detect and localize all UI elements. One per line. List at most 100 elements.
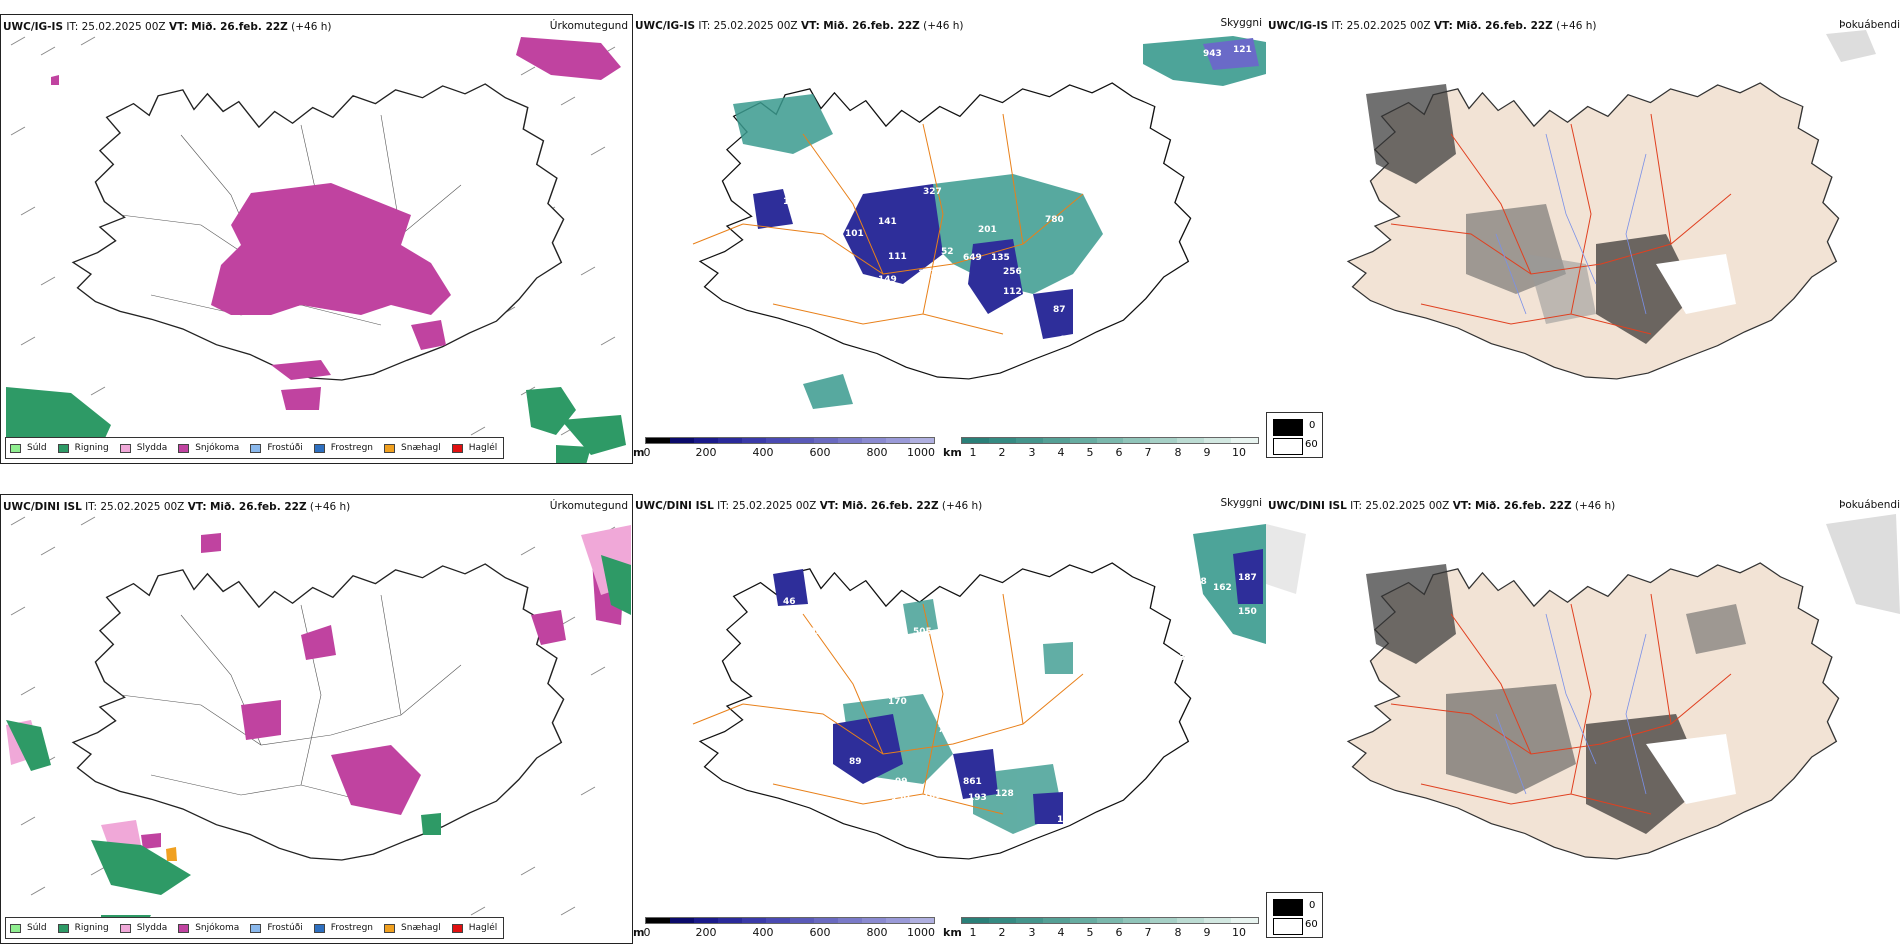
legend-label: Súld xyxy=(27,443,47,453)
colorbar-tick: 7 xyxy=(1144,446,1152,459)
ceiling-label: 129 xyxy=(843,269,862,279)
legend-label: Frostúði xyxy=(267,443,303,453)
colorbar-unit: km xyxy=(943,446,962,459)
ceiling-label: 111 xyxy=(888,252,907,262)
ceiling-vis-map-top: 943 121 327 141 101 201 780 52 111 649 1… xyxy=(692,36,1266,409)
ceiling-label: 141 xyxy=(878,217,897,227)
precip-type-map-bottom xyxy=(6,516,631,935)
ceiling-areas xyxy=(753,184,1073,339)
ceiling-label: 780 xyxy=(1045,215,1064,225)
ceiling-label: 52 xyxy=(741,809,754,819)
fog-legend-label: 60 xyxy=(1305,919,1318,930)
panel-subtitle-bottom-1: Úrkomutegund xyxy=(549,500,628,512)
panel-title-top-3: UWC/IG-IS IT: 25.02.2025 00Z VT: Mið. 26… xyxy=(1268,20,1597,32)
ceiling-label: 97 xyxy=(1013,305,1026,315)
ceiling-label: 16 xyxy=(783,197,796,207)
legend-label: Snæhagl xyxy=(401,443,441,453)
rivers xyxy=(1495,133,1647,315)
legend-swatch xyxy=(451,443,463,453)
ceiling-label: 149 xyxy=(878,275,897,285)
ceiling-label: 95 xyxy=(929,381,942,391)
legend-item: Súld xyxy=(10,443,47,453)
ceiling-label: 649 xyxy=(963,253,982,263)
colorbar-tick: 1000 xyxy=(907,926,935,939)
panel-title-bottom-1: UWC/DINI ISL IT: 25.02.2025 00Z VT: Mið.… xyxy=(3,501,351,513)
fog-legend-top: 0 60 xyxy=(1266,412,1323,458)
legend-item: Rigning xyxy=(57,923,109,933)
legend-item: Rigning xyxy=(57,443,109,453)
colorbar-tick: 5 xyxy=(1086,446,1094,459)
legend-swatch xyxy=(250,443,262,453)
ceiling-label: 10 xyxy=(809,182,822,192)
ceiling-label: 193 xyxy=(968,793,987,803)
ceiling-label: 948 xyxy=(1188,577,1207,587)
legend-item: Frostúði xyxy=(250,443,303,453)
visibility-areas xyxy=(733,94,1103,409)
panel-subtitle-top-3: Þokuábendi xyxy=(1839,19,1900,31)
ceiling-vis-panel-top: 943 121 327 141 101 201 780 52 111 649 1… xyxy=(633,14,1266,464)
ceiling-colorbar-bottom: m 0 200 400 600 800 1000 xyxy=(633,917,938,943)
colorbar-tick: 2 xyxy=(998,446,1006,459)
ceiling-label: 89 xyxy=(849,757,862,767)
colorbar-strip xyxy=(645,917,935,924)
colorbar-tick: 6 xyxy=(1115,446,1123,459)
ceiling-label: 33 xyxy=(936,835,949,845)
fog-legend-label: 0 xyxy=(1309,900,1316,911)
ceiling-label: 52 xyxy=(941,247,954,257)
ceiling-label: 162 xyxy=(1213,583,1232,593)
legend-swatch xyxy=(119,443,131,453)
colorbar-tick: 9 xyxy=(1203,926,1211,939)
ceiling-label: 103 xyxy=(803,627,822,637)
ceiling-label: 101 xyxy=(845,229,864,239)
ceiling-label: 327 xyxy=(923,187,942,197)
legend-label: Haglél xyxy=(468,443,498,453)
panel-title-bottom-2: UWC/DINI ISL IT: 25.02.2025 00Z VT: Mið.… xyxy=(635,500,983,512)
colorbar-tick: 200 xyxy=(695,446,717,459)
legend-item: Snjókoma xyxy=(178,443,239,453)
colorbar-tick: 400 xyxy=(752,926,774,939)
colorbar-tick: 0 xyxy=(643,446,651,459)
ceiling-label: 22 xyxy=(995,739,1008,749)
ceiling-label: 46 xyxy=(783,597,796,607)
colorbar-tick: 0 xyxy=(643,926,651,939)
legend-label: Súld xyxy=(27,923,47,933)
ceiling-label: 861 xyxy=(963,777,982,787)
panel-title-top-2: UWC/IG-IS IT: 25.02.2025 00Z VT: Mið. 26… xyxy=(635,20,964,32)
ceiling-label: 256 xyxy=(1003,267,1022,277)
legend-label: Snjókoma xyxy=(195,443,240,453)
panel-title-bottom-3: UWC/DINI ISL IT: 25.02.2025 00Z VT: Mið.… xyxy=(1268,500,1616,512)
ceiling-label: 92 xyxy=(909,831,922,841)
precip-legend-bottom: Súld Rigning Slydda Snjókoma Frostúði Fr… xyxy=(5,917,505,939)
colorbar-strip xyxy=(961,917,1259,924)
colorbar-tick: 8 xyxy=(1174,446,1182,459)
ceiling-colorbar-top: m 0 200 400 600 800 1000 xyxy=(633,437,938,463)
colorbar-strip xyxy=(645,437,935,444)
colorbar-tick: 10 xyxy=(1232,926,1246,939)
colorbar-tick: 8 xyxy=(1174,926,1182,939)
legend-label: Slydda xyxy=(136,443,168,453)
fog-shading xyxy=(1366,84,1736,344)
colorbar-tick: 800 xyxy=(866,446,888,459)
legend-item: Snjókoma xyxy=(178,923,239,933)
colorbar-strip xyxy=(961,437,1259,444)
ceiling-label: 73 xyxy=(1061,335,1074,345)
legend-item: Haglél xyxy=(451,443,498,453)
legend-label: Rigning xyxy=(74,923,109,933)
legend-item: Frostregn xyxy=(313,923,374,933)
ceiling-label: 18 xyxy=(911,387,924,397)
legend-swatch xyxy=(10,923,21,933)
colorbar-tick: 6 xyxy=(1115,926,1123,939)
precip-type-panel-top: UWC/IG-IS IT: 25.02.2025 00Z VT: Mið. 26… xyxy=(0,14,633,464)
legend-item: Haglél xyxy=(451,923,497,933)
colorbar-tick: 4 xyxy=(1057,926,1065,939)
ceiling-label: 150 xyxy=(1238,607,1257,617)
roads-orange xyxy=(692,113,1084,335)
ceiling-labels: 943 121 327 141 101 201 780 52 111 649 1… xyxy=(783,45,1252,397)
legend-swatch xyxy=(384,923,396,933)
legend-swatch xyxy=(250,923,262,933)
legend-label: Frostregn xyxy=(330,923,374,933)
colorbar-tick: 600 xyxy=(809,446,831,459)
ceiling-label: 886 xyxy=(771,833,790,843)
ceiling-label: 87 xyxy=(1053,305,1066,315)
visibility-colorbar-bottom: km 1 2 3 4 5 6 7 8 9 10 xyxy=(943,917,1266,943)
